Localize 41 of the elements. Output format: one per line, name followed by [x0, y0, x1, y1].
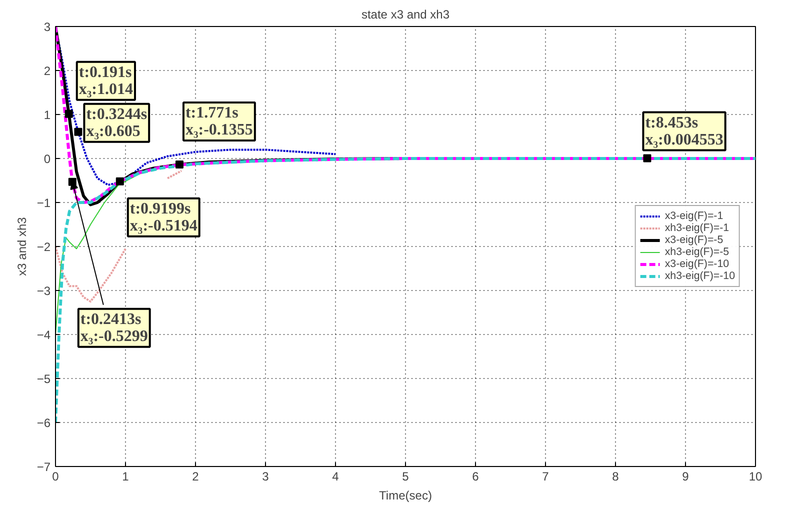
point	[116, 177, 124, 186]
annotation: t:8.453s x₃:0.004553	[645, 114, 724, 148]
x-tick-label: 9	[682, 470, 690, 484]
annotation: t:0.9199s x₃:-0.5194	[130, 200, 198, 234]
x-tick-label: 7	[542, 470, 550, 484]
y-tick-label: −4	[36, 328, 51, 342]
legend-label: x3-eig(F)=-10	[664, 258, 730, 270]
legend-label: xh3-eig(F)=-10	[664, 270, 735, 282]
x-tick-label: 6	[472, 470, 480, 484]
y-tick-label: −7	[36, 460, 51, 474]
y-tick-label: −1	[36, 196, 51, 210]
point	[175, 160, 184, 168]
x-tick-label: 1	[122, 470, 130, 484]
y-tick-label: −2	[36, 240, 51, 254]
legend-label: xh3-eig(F)=-1	[664, 222, 730, 234]
legend-label: x3-eig(F)=-1	[664, 210, 724, 222]
annotation: t:0.3244s x₃:0.605	[86, 106, 148, 140]
y-tick-label: −5	[36, 372, 51, 386]
x-tick-label: 8	[612, 470, 620, 484]
point	[64, 110, 73, 118]
y-tick-label: 1	[44, 108, 51, 122]
line-series	[56, 157, 756, 424]
y-axis-title: x3 and xh3	[14, 216, 29, 276]
y-tick-label: 0	[44, 152, 51, 166]
annotation: t:1.771s x₃:-0.1355	[185, 104, 253, 138]
x-tick-label: 5	[402, 470, 410, 484]
x-tick-label: 2	[192, 470, 200, 484]
x-tick-label: 4	[332, 470, 340, 484]
y-tick-label: 2	[44, 64, 51, 78]
x-tick-label: 3	[262, 470, 270, 484]
y-tick-label: −6	[36, 416, 51, 430]
x-tick-label: 10	[748, 470, 762, 484]
y-tick-label: −3	[36, 284, 51, 298]
legend-label: xh3-eig(F)=-5	[664, 246, 730, 258]
y-tick-label: 3	[44, 20, 51, 34]
chart-title: state x3 and xh3	[361, 8, 450, 22]
annotation: t:0.2413s x₃:-0.5299	[80, 310, 148, 345]
annotation: t:0.191s x₃:1.014	[78, 64, 133, 98]
x-tick-label: 0	[52, 470, 60, 484]
x-axis-title: Time(sec)	[379, 488, 432, 502]
legend-label: x3-eig(F)=-5	[664, 234, 724, 246]
